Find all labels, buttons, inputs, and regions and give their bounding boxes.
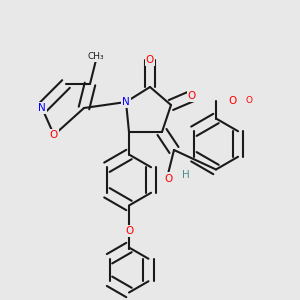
Text: O: O — [125, 226, 133, 236]
Text: N: N — [122, 97, 130, 107]
Text: H: H — [182, 170, 190, 181]
Text: O: O — [164, 173, 172, 184]
Text: O: O — [245, 96, 253, 105]
Text: O: O — [228, 95, 237, 106]
Text: O: O — [146, 55, 154, 65]
Text: N: N — [38, 103, 46, 113]
Text: O: O — [50, 130, 58, 140]
Text: O: O — [188, 91, 196, 101]
Text: CH₃: CH₃ — [88, 52, 104, 62]
